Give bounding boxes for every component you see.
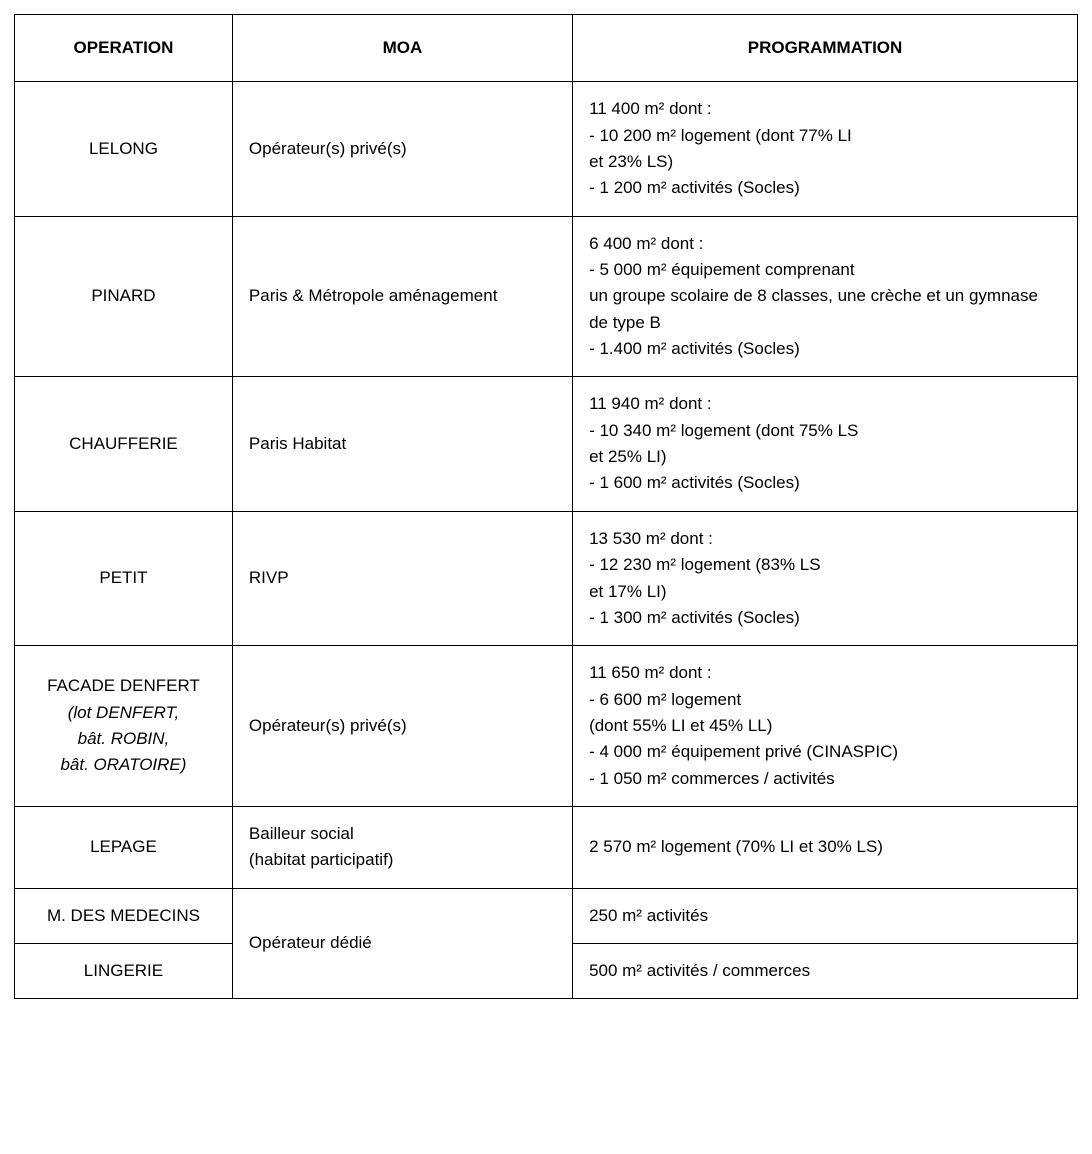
operation-cell: FACADE DENFERT(lot DENFERT, bât. ROBIN, … [15, 646, 233, 807]
header-programmation: PROGRAMMATION [573, 15, 1078, 82]
operation-cell: LELONG [15, 82, 233, 216]
operation-cell: LEPAGE [15, 806, 233, 888]
operation-cell: PETIT [15, 511, 233, 645]
operation-cell: LINGERIE [15, 943, 233, 998]
programmation-cell: 6 400 m² dont : - 5 000 m² équipement co… [573, 216, 1078, 377]
programmation-cell: 11 650 m² dont : - 6 600 m² logement (do… [573, 646, 1078, 807]
programmation-cell: 250 m² activités [573, 888, 1078, 943]
header-moa: MOA [232, 15, 572, 82]
table-row: M. DES MEDECINSOpérateur dédié250 m² act… [15, 888, 1078, 943]
operation-cell: M. DES MEDECINS [15, 888, 233, 943]
operations-table: OPERATION MOA PROGRAMMATION LELONG Opérat… [14, 14, 1078, 999]
operation-name: LEPAGE [31, 834, 216, 860]
operation-name: FACADE DENFERT [31, 673, 216, 699]
operation-subname: (lot DENFERT, bât. ROBIN, bât. ORATOIRE) [31, 700, 216, 779]
table-row: FACADE DENFERT(lot DENFERT, bât. ROBIN, … [15, 646, 1078, 807]
operation-name: CHAUFFERIE [31, 431, 216, 457]
moa-cell: Opérateur(s) privé(s) [232, 646, 572, 807]
programmation-cell: 2 570 m² logement (70% LI et 30% LS) [573, 806, 1078, 888]
programmation-cell: 500 m² activités / commerces [573, 943, 1078, 998]
operation-cell: CHAUFFERIE [15, 377, 233, 511]
programmation-cell: 11 940 m² dont : - 10 340 m² logement (d… [573, 377, 1078, 511]
header-operation: OPERATION [15, 15, 233, 82]
moa-cell-merged: Opérateur dédié [232, 888, 572, 999]
moa-cell: Paris & Métropole aménagement [232, 216, 572, 377]
table-header-row: OPERATION MOA PROGRAMMATION [15, 15, 1078, 82]
programmation-cell: 11 400 m² dont : - 10 200 m² logement (d… [573, 82, 1078, 216]
moa-cell: Paris Habitat [232, 377, 572, 511]
operation-name: PINARD [31, 283, 216, 309]
table-row: LEPAGE Bailleur social (habitat participa… [15, 806, 1078, 888]
operation-cell: PINARD [15, 216, 233, 377]
programmation-cell: 13 530 m² dont : - 12 230 m² logement (8… [573, 511, 1078, 645]
moa-cell: Opérateur(s) privé(s) [232, 82, 572, 216]
operation-name: PETIT [31, 565, 216, 591]
moa-cell: Bailleur social (habitat participatif) [232, 806, 572, 888]
moa-cell: RIVP [232, 511, 572, 645]
operation-name: M. DES MEDECINS [31, 903, 216, 929]
table-row: LELONG Opérateur(s) privé(s)11 400 m² don… [15, 82, 1078, 216]
table-row: PINARD Paris & Métropole aménagement6 400… [15, 216, 1078, 377]
table-row: PETIT RIVP13 530 m² dont : - 12 230 m² lo… [15, 511, 1078, 645]
table-row: CHAUFFERIE Paris Habitat11 940 m² dont : … [15, 377, 1078, 511]
operation-name: LINGERIE [31, 958, 216, 984]
operation-name: LELONG [31, 136, 216, 162]
